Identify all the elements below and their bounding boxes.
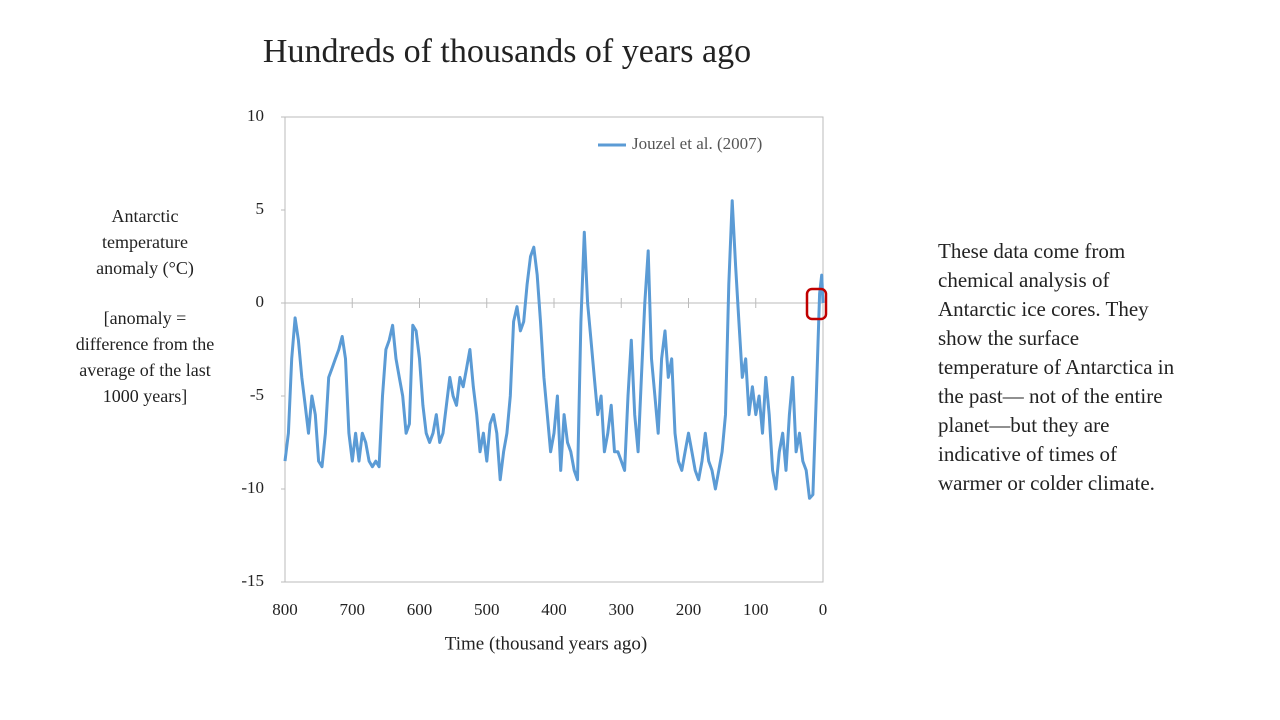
y-tick-label: -5 (250, 385, 264, 404)
x-tick-label: 400 (541, 600, 567, 619)
y-tick-label: -10 (241, 478, 264, 497)
highlight-box (805, 287, 828, 321)
y-tick-label: 5 (256, 199, 265, 218)
x-tick-label: 0 (819, 600, 828, 619)
y-axis-label-block: Antarctic temperature anomaly (°C) [anom… (72, 203, 218, 409)
side-text: These data come from chemical analysis o… (938, 239, 1175, 495)
x-tick-label: 800 (272, 600, 298, 619)
x-tick-label: 100 (743, 600, 769, 619)
y-tick-label: -15 (241, 571, 264, 590)
y-axis-note: [anomaly = difference from the average o… (75, 308, 215, 406)
y-tick-label: 0 (256, 292, 265, 311)
y-tick-label: 10 (247, 106, 264, 125)
x-tick-label: 600 (407, 600, 433, 619)
data-line (283, 199, 825, 500)
x-tick-label: 700 (340, 600, 366, 619)
x-axis-label: Time (thousand years ago) (445, 633, 647, 654)
x-tick-label: 500 (474, 600, 500, 619)
x-tick-label: 200 (676, 600, 702, 619)
chart-title: Hundreds of thousands of years ago (263, 33, 751, 70)
legend-label: Jouzel et al. (2007) (632, 134, 762, 153)
x-tick-label: 300 (609, 600, 635, 619)
y-axis-label: Antarctic temperature anomaly (°C) (96, 206, 194, 278)
plot-area (284, 116, 824, 583)
